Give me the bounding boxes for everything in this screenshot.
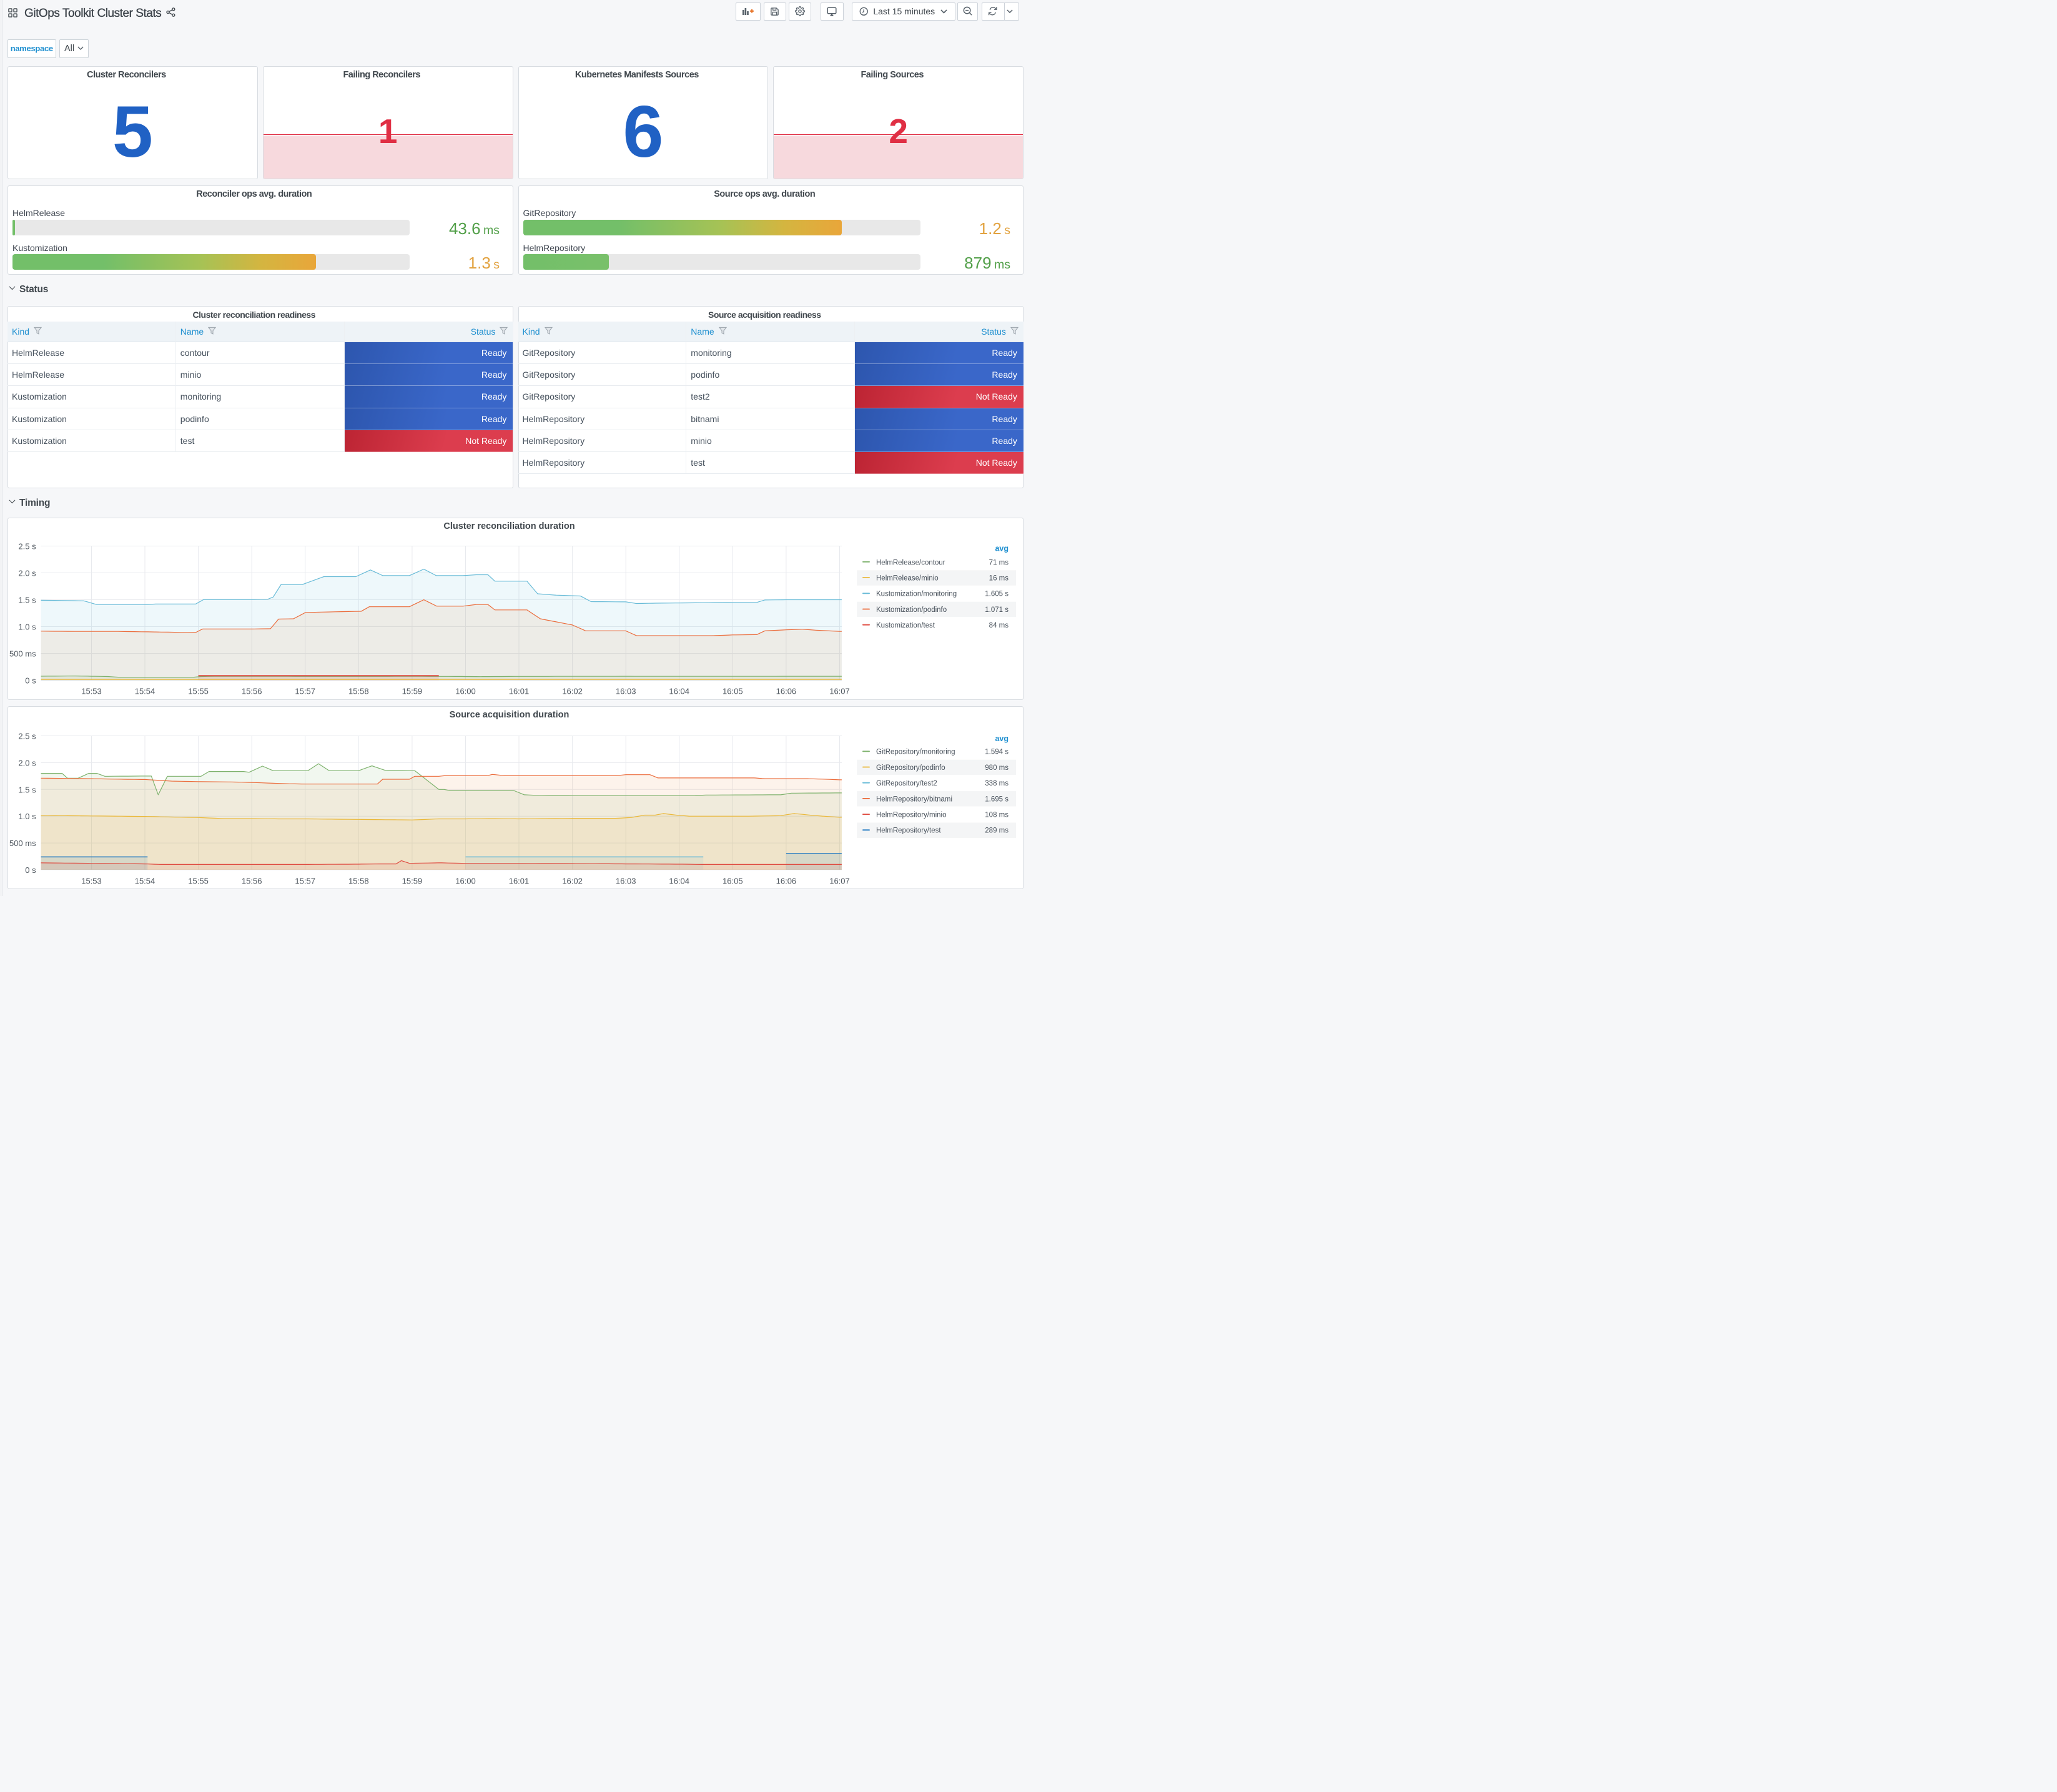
svg-text:84 ms: 84 ms: [989, 622, 1009, 629]
svg-text:71 ms: 71 ms: [989, 559, 1009, 566]
svg-text:15:53: 15:53: [81, 877, 102, 886]
svg-text:1.605 s: 1.605 s: [985, 591, 1009, 598]
svg-text:16:04: 16:04: [669, 877, 689, 886]
svg-text:HelmRepository/bitnami: HelmRepository/bitnami: [876, 795, 952, 803]
svg-text:15:56: 15:56: [242, 877, 262, 886]
svg-text:16:01: 16:01: [509, 687, 530, 696]
svg-text:avg: avg: [995, 734, 1009, 743]
svg-text:15:55: 15:55: [188, 687, 209, 696]
svg-text:GitRepository/podinfo: GitRepository/podinfo: [876, 764, 945, 772]
svg-text:HelmRepository/minio: HelmRepository/minio: [876, 812, 946, 819]
svg-text:16:04: 16:04: [669, 687, 689, 696]
svg-text:16:07: 16:07: [829, 877, 850, 886]
svg-text:2.5 s: 2.5 s: [18, 542, 36, 551]
svg-text:0 s: 0 s: [25, 865, 36, 875]
svg-text:GitRepository/monitoring: GitRepository/monitoring: [876, 749, 955, 756]
svg-text:16:06: 16:06: [776, 877, 797, 886]
svg-text:1.594 s: 1.594 s: [985, 749, 1009, 756]
svg-text:1.0 s: 1.0 s: [18, 623, 36, 632]
svg-text:HelmRepository/test: HelmRepository/test: [876, 827, 941, 835]
svg-text:Cluster reconciliation duratio: Cluster reconciliation duration: [443, 521, 575, 531]
svg-text:108 ms: 108 ms: [985, 812, 1009, 819]
svg-text:1.5 s: 1.5 s: [18, 785, 36, 794]
svg-text:2.5 s: 2.5 s: [18, 732, 36, 741]
svg-text:16:01: 16:01: [509, 877, 530, 886]
svg-text:500 ms: 500 ms: [9, 649, 36, 659]
svg-text:15:59: 15:59: [402, 877, 423, 886]
svg-text:16:07: 16:07: [829, 687, 850, 696]
svg-text:15:53: 15:53: [81, 687, 102, 696]
svg-text:avg: avg: [995, 544, 1009, 553]
svg-text:15:57: 15:57: [295, 687, 315, 696]
svg-text:2.0 s: 2.0 s: [18, 758, 36, 767]
svg-text:16 ms: 16 ms: [989, 575, 1009, 583]
svg-text:1.0 s: 1.0 s: [18, 812, 36, 821]
svg-text:16:05: 16:05: [723, 687, 743, 696]
svg-text:289 ms: 289 ms: [985, 827, 1009, 835]
svg-text:16:02: 16:02: [562, 687, 583, 696]
svg-text:16:02: 16:02: [562, 877, 583, 886]
svg-text:338 ms: 338 ms: [985, 780, 1009, 787]
svg-text:Kustomization/podinfo: Kustomization/podinfo: [876, 606, 947, 614]
svg-text:1.695 s: 1.695 s: [985, 795, 1009, 803]
svg-text:0 s: 0 s: [25, 676, 36, 686]
svg-text:Kustomization/monitoring: Kustomization/monitoring: [876, 591, 957, 598]
svg-text:15:54: 15:54: [135, 877, 155, 886]
svg-text:Kustomization/test: Kustomization/test: [876, 622, 935, 629]
svg-text:HelmRelease/contour: HelmRelease/contour: [876, 559, 945, 566]
svg-text:HelmRelease/minio: HelmRelease/minio: [876, 575, 939, 583]
svg-text:16:06: 16:06: [776, 687, 797, 696]
svg-text:GitRepository/test2: GitRepository/test2: [876, 780, 937, 787]
svg-text:500 ms: 500 ms: [9, 839, 36, 848]
svg-text:16:03: 16:03: [616, 687, 636, 696]
svg-text:1.5 s: 1.5 s: [18, 596, 36, 605]
svg-text:16:05: 16:05: [723, 877, 743, 886]
svg-text:16:00: 16:00: [455, 877, 476, 886]
svg-text:15:58: 15:58: [348, 877, 369, 886]
svg-text:980 ms: 980 ms: [985, 764, 1009, 772]
svg-text:Source acquisition duration: Source acquisition duration: [450, 710, 570, 720]
svg-text:15:54: 15:54: [135, 687, 155, 696]
svg-text:1.071 s: 1.071 s: [985, 606, 1009, 614]
svg-text:15:55: 15:55: [188, 877, 209, 886]
svg-text:15:56: 15:56: [242, 687, 262, 696]
svg-text:16:03: 16:03: [616, 877, 636, 886]
svg-text:15:59: 15:59: [402, 687, 423, 696]
svg-text:15:58: 15:58: [348, 687, 369, 696]
svg-text:2.0 s: 2.0 s: [18, 569, 36, 578]
svg-text:15:57: 15:57: [295, 877, 315, 886]
svg-text:16:00: 16:00: [455, 687, 476, 696]
